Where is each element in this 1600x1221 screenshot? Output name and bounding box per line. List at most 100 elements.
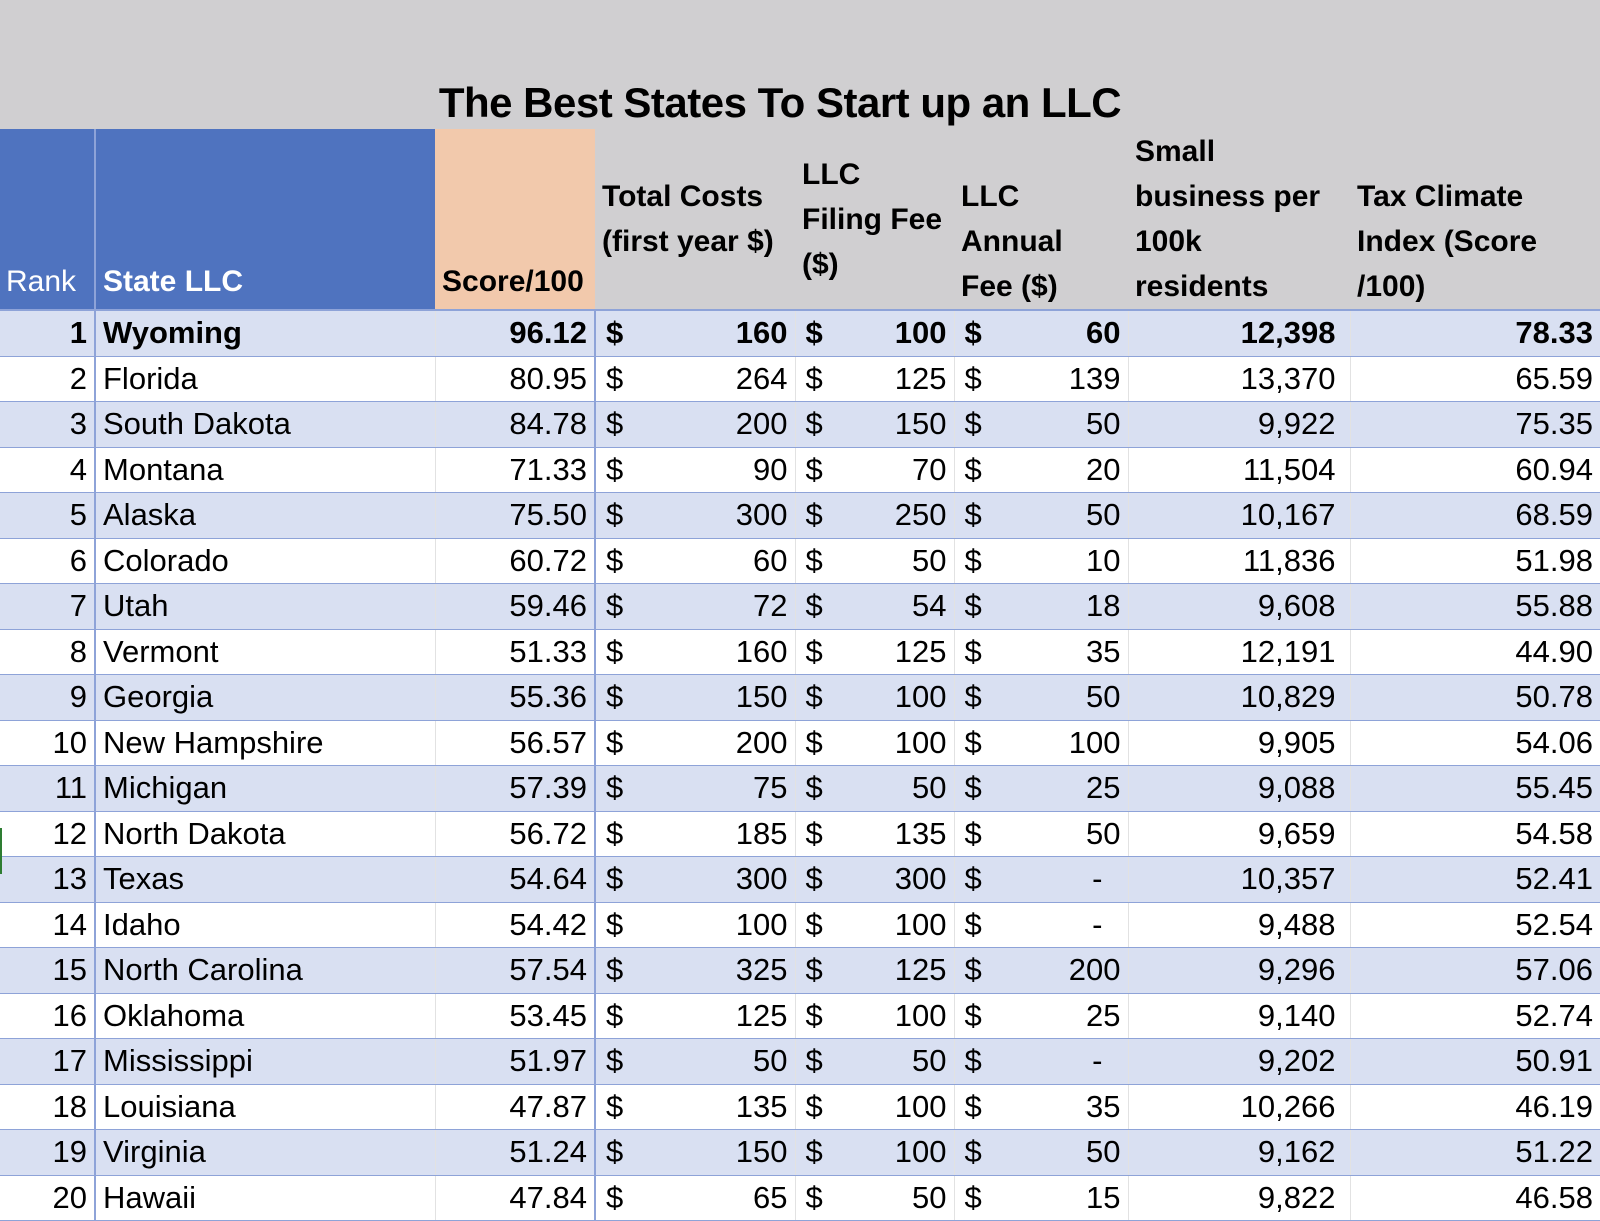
header-filing-fee[interactable]: LLC Filing Fee ($)	[795, 129, 954, 311]
cell-state[interactable]: North Carolina	[95, 947, 435, 994]
cell-filing-fee[interactable]: $50	[794, 538, 954, 584]
cell-state[interactable]: Wyoming	[95, 310, 435, 357]
table-row[interactable]: 15 North Carolina 57.54 $325 $125 $200 9,296 57…	[0, 947, 1600, 994]
cell-small-business[interactable]: 10,167	[1127, 492, 1350, 539]
cell-rank[interactable]: 19	[0, 1129, 96, 1176]
cell-total-costs[interactable]: $160	[595, 310, 795, 357]
cell-small-business[interactable]: 12,191	[1127, 629, 1350, 675]
cell-filing-fee[interactable]: $54	[794, 583, 954, 630]
cell-state[interactable]: Utah	[95, 583, 435, 630]
cell-filing-fee[interactable]: $300	[794, 856, 954, 903]
header-total-costs[interactable]: Total Costs (first year $)	[595, 129, 795, 311]
cell-state[interactable]: Mississippi	[95, 1038, 435, 1085]
cell-score[interactable]: 51.97	[434, 1038, 596, 1085]
cell-tax-climate[interactable]: 46.58	[1349, 1175, 1600, 1221]
table-row[interactable]: 11 Michigan 57.39 $75 $50 $25 9,088 55.45	[0, 765, 1600, 812]
cell-score[interactable]: 54.42	[434, 902, 596, 948]
cell-annual-fee[interactable]: $25	[953, 765, 1128, 812]
cell-state[interactable]: South Dakota	[95, 401, 435, 448]
cell-annual-fee[interactable]: $50	[953, 1129, 1128, 1176]
cell-annual-fee[interactable]: $35	[953, 1084, 1128, 1130]
cell-annual-fee[interactable]: $139	[953, 356, 1128, 402]
cell-rank[interactable]: 6	[0, 538, 96, 584]
cell-small-business[interactable]: 9,488	[1127, 902, 1350, 948]
cell-score[interactable]: 80.95	[434, 356, 596, 402]
cell-score[interactable]: 56.72	[434, 811, 596, 857]
cell-score[interactable]: 47.84	[434, 1175, 596, 1221]
cell-state[interactable]: Texas	[95, 856, 435, 903]
cell-rank[interactable]: 14	[0, 902, 96, 948]
cell-tax-climate[interactable]: 52.54	[1349, 902, 1600, 948]
cell-state[interactable]: Georgia	[95, 674, 435, 721]
cell-filing-fee[interactable]: $100	[794, 902, 954, 948]
cell-small-business[interactable]: 9,140	[1127, 993, 1350, 1039]
cell-total-costs[interactable]: $100	[595, 902, 795, 948]
cell-tax-climate[interactable]: 51.22	[1349, 1129, 1600, 1176]
cell-annual-fee[interactable]: $50	[953, 492, 1128, 539]
cell-annual-fee[interactable]: $50	[953, 674, 1128, 721]
cell-filing-fee[interactable]: $250	[794, 492, 954, 539]
cell-annual-fee[interactable]: $15	[953, 1175, 1128, 1221]
cell-filing-fee[interactable]: $50	[794, 765, 954, 812]
cell-tax-climate[interactable]: 78.33	[1349, 310, 1600, 357]
cell-state[interactable]: Colorado	[95, 538, 435, 584]
cell-tax-climate[interactable]: 65.59	[1349, 356, 1600, 402]
table-row[interactable]: 16 Oklahoma 53.45 $125 $100 $25 9,140 52.74	[0, 993, 1600, 1039]
cell-score[interactable]: 57.39	[434, 765, 596, 812]
cell-state[interactable]: Montana	[95, 447, 435, 493]
table-row[interactable]: 13 Texas 54.64 $300 $300 $ -10,357 52.41	[0, 856, 1600, 903]
cell-total-costs[interactable]: $135	[595, 1084, 795, 1130]
cell-total-costs[interactable]: $325	[595, 947, 795, 994]
cell-score[interactable]: 84.78	[434, 401, 596, 448]
cell-annual-fee[interactable]: $50	[953, 811, 1128, 857]
table-row[interactable]: 10 New Hampshire 56.57 $200 $100 $100 9,905 54.…	[0, 720, 1600, 766]
cell-total-costs[interactable]: $150	[595, 1129, 795, 1176]
cell-small-business[interactable]: 9,202	[1127, 1038, 1350, 1085]
cell-rank[interactable]: 12	[0, 811, 96, 857]
cell-rank[interactable]: 9	[0, 674, 96, 721]
cell-state[interactable]: Oklahoma	[95, 993, 435, 1039]
cell-rank[interactable]: 10	[0, 720, 96, 766]
cell-filing-fee[interactable]: $100	[794, 1129, 954, 1176]
cell-state[interactable]: Virginia	[95, 1129, 435, 1176]
cell-total-costs[interactable]: $300	[595, 492, 795, 539]
cell-annual-fee[interactable]: $100	[953, 720, 1128, 766]
cell-filing-fee[interactable]: $125	[794, 947, 954, 994]
table-row[interactable]: 7 Utah 59.46 $72 $54 $18 9,608 55.88	[0, 583, 1600, 630]
cell-total-costs[interactable]: $90	[595, 447, 795, 493]
cell-total-costs[interactable]: $150	[595, 674, 795, 721]
cell-filing-fee[interactable]: $100	[794, 993, 954, 1039]
cell-tax-climate[interactable]: 55.88	[1349, 583, 1600, 630]
cell-filing-fee[interactable]: $125	[794, 356, 954, 402]
cell-tax-climate[interactable]: 52.41	[1349, 856, 1600, 903]
table-row[interactable]: 2 Florida 80.95 $264 $125 $139 13,370 65.59	[0, 356, 1600, 402]
cell-annual-fee[interactable]: $ -	[953, 902, 1128, 948]
cell-score[interactable]: 53.45	[434, 993, 596, 1039]
header-score[interactable]: Score/100	[435, 129, 595, 311]
cell-small-business[interactable]: 9,922	[1127, 401, 1350, 448]
header-state-llc[interactable]: State LLC	[94, 129, 435, 311]
table-row[interactable]: 18 Louisiana 47.87 $135 $100 $35 10,266 46.19	[0, 1084, 1600, 1130]
table-row[interactable]: 4 Montana 71.33 $90 $70 $20 11,504 60.94	[0, 447, 1600, 493]
cell-tax-climate[interactable]: 55.45	[1349, 765, 1600, 812]
cell-small-business[interactable]: 9,296	[1127, 947, 1350, 994]
cell-total-costs[interactable]: $50	[595, 1038, 795, 1085]
cell-small-business[interactable]: 9,822	[1127, 1175, 1350, 1221]
cell-score[interactable]: 71.33	[434, 447, 596, 493]
cell-state[interactable]: Alaska	[95, 492, 435, 539]
cell-annual-fee[interactable]: $50	[953, 401, 1128, 448]
cell-rank[interactable]: 16	[0, 993, 96, 1039]
cell-small-business[interactable]: 9,162	[1127, 1129, 1350, 1176]
table-row[interactable]: 8 Vermont 51.33 $160 $125 $35 12,191 44.90	[0, 629, 1600, 675]
cell-rank[interactable]: 2	[0, 356, 96, 402]
cell-total-costs[interactable]: $65	[595, 1175, 795, 1221]
cell-tax-climate[interactable]: 50.78	[1349, 674, 1600, 721]
cell-small-business[interactable]: 9,905	[1127, 720, 1350, 766]
cell-rank[interactable]: 3	[0, 401, 96, 448]
cell-state[interactable]: Hawaii	[95, 1175, 435, 1221]
cell-total-costs[interactable]: $160	[595, 629, 795, 675]
cell-small-business[interactable]: 10,266	[1127, 1084, 1350, 1130]
cell-small-business[interactable]: 9,608	[1127, 583, 1350, 630]
cell-small-business[interactable]: 12,398	[1127, 310, 1350, 357]
cell-score[interactable]: 51.33	[434, 629, 596, 675]
